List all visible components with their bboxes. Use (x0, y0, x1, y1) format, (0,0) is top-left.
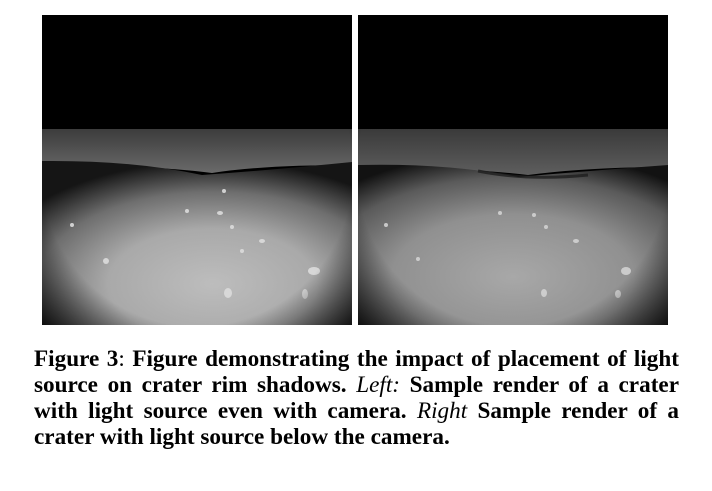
figure-label: Figure 3 (34, 346, 119, 372)
caption-left-label: Left: (356, 372, 400, 398)
figure-label-colon: : (118, 346, 125, 372)
crater-render-left-image (42, 15, 352, 325)
crater-render-left (42, 15, 352, 325)
crater-render-right-image (358, 15, 668, 325)
crater-render-right (358, 15, 668, 325)
figure-caption: Figure 3: Figure demonstrating the impac… (34, 346, 679, 450)
caption-right-text: Sample render of a crater with light sou… (34, 398, 679, 450)
caption-right-label: Right (416, 398, 468, 424)
caption-left-text: Sample render of a crater with light sou… (34, 372, 680, 424)
caption-text: Figure demonstrating the impact of place… (34, 346, 679, 398)
